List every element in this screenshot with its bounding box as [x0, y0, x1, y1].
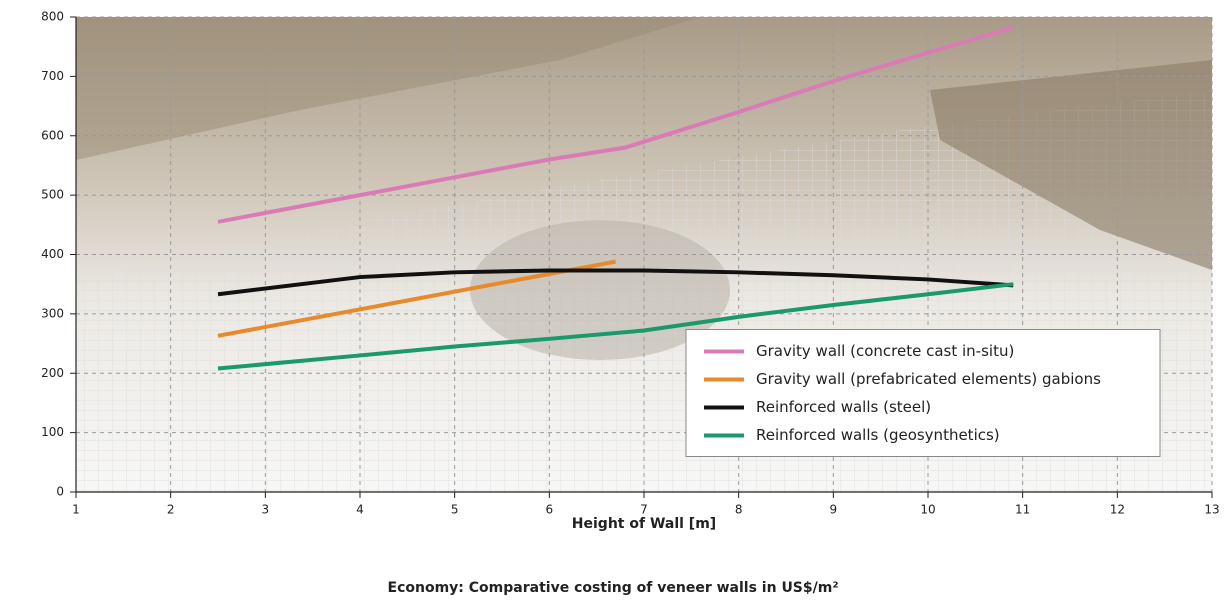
caption: Economy: Comparative costing of veneer w…	[388, 580, 839, 596]
series-line	[217, 25, 1014, 224]
series-line	[217, 259, 616, 338]
x-tick-label: 2	[167, 503, 175, 517]
lines	[217, 25, 1014, 371]
legend-label: Gravity wall (prefabricated elements) ga…	[756, 370, 1101, 388]
x-tick-label: 6	[546, 503, 554, 517]
x-tick-label: 5	[451, 503, 459, 517]
y-tick-label: 100	[41, 425, 64, 439]
x-tick-label: 8	[735, 503, 743, 517]
y-tick-label: 200	[41, 366, 64, 380]
x-tick-label: 4	[356, 503, 364, 517]
y-tick-label: 600	[41, 128, 64, 142]
x-axis-label: Height of Wall [m]	[572, 516, 716, 532]
y-tick-label: 0	[56, 485, 64, 499]
x-tick-label: 9	[830, 503, 838, 517]
legend-label: Reinforced walls (steel)	[756, 398, 931, 416]
y-tick-label: 700	[41, 69, 64, 83]
x-tick-label: 11	[1015, 503, 1030, 517]
y-tick-label: 300	[41, 306, 64, 320]
legend-label: Reinforced walls (geosynthetics)	[756, 426, 1000, 444]
x-tick-label: 10	[920, 503, 935, 517]
y-tick-label: 800	[41, 10, 64, 24]
x-tick-label: 12	[1110, 503, 1125, 517]
y-tick-label: 400	[41, 247, 64, 261]
series-line	[217, 268, 1014, 297]
x-tick-label: 1	[72, 503, 80, 517]
legend-box	[685, 329, 1161, 457]
legend: Gravity wall (concrete cast in-situ) Grav…	[685, 329, 1161, 457]
x-tick-label: 13	[1204, 503, 1219, 517]
x-tick-label: 7	[640, 503, 648, 517]
x-tick-label: 3	[262, 503, 270, 517]
legend-label: Gravity wall (concrete cast in-situ)	[756, 342, 1014, 360]
series-line	[217, 282, 1014, 371]
y-tick-label: 500	[41, 188, 64, 202]
